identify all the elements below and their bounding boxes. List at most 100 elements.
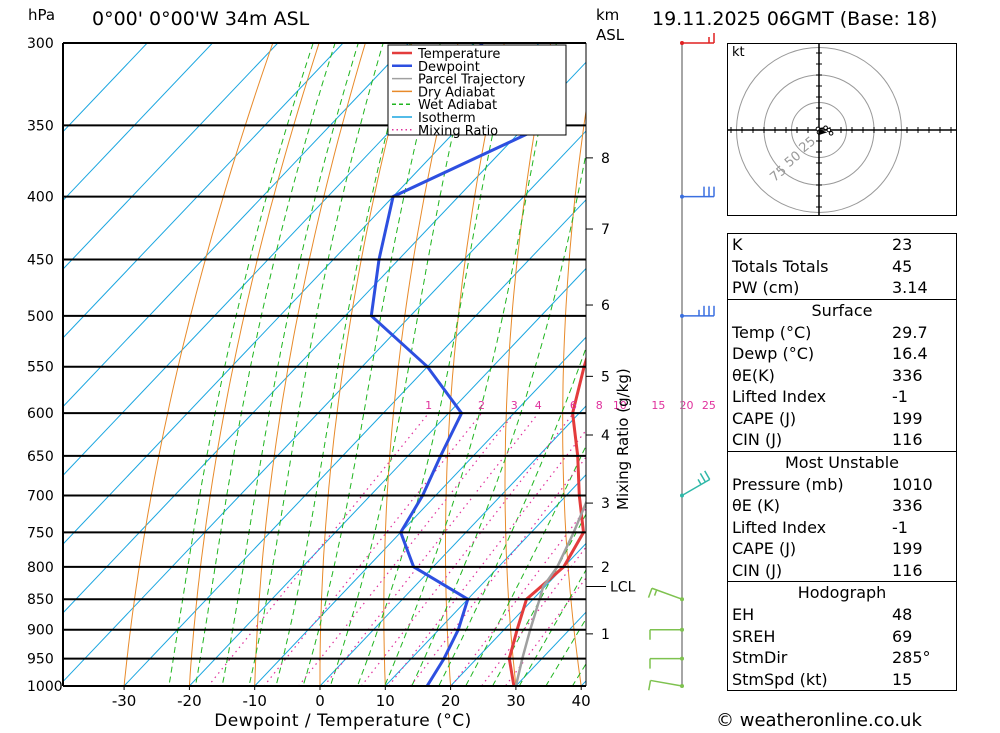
legend-label: Temperature <box>417 47 500 62</box>
hodograph-ring-label: 25 <box>797 134 819 156</box>
isotherm-line <box>63 43 344 339</box>
mixing-ratio-label: 20 <box>680 399 694 412</box>
height-tick-label: 1 <box>601 627 610 643</box>
legend-label: Parcel Trajectory <box>418 73 526 88</box>
wet-adiabat-line <box>248 43 384 686</box>
plot-area <box>63 6 1000 712</box>
index-row: Totals Totals 45 <box>732 256 913 276</box>
hodograph-point <box>823 125 828 131</box>
wind-barb-flag <box>648 680 652 691</box>
wet-adiabat-line <box>329 43 475 686</box>
mixing-ratio-label: 3 <box>511 399 518 412</box>
dry-adiabat-line <box>967 6 1000 712</box>
series-dewpoint <box>369 43 549 686</box>
index-row: CIN (J) 116 <box>732 430 923 449</box>
x-tick-label: -20 <box>177 692 202 710</box>
series-parcel-trajectory <box>514 499 586 686</box>
hodograph-unit: kt <box>732 45 745 60</box>
x-tick-label: 10 <box>376 692 395 710</box>
location-title: 0°00' 0°00'W 34m ASL <box>92 8 310 30</box>
height-unit: km <box>596 6 620 24</box>
x-tick-label: 40 <box>572 692 591 710</box>
mixing-ratio-line <box>450 507 586 686</box>
isotherm-line <box>63 130 586 683</box>
storm-motion-marker <box>818 129 828 136</box>
x-axis-label: Dewpoint / Temperature (°C) <box>214 711 472 731</box>
mixing-ratio-line <box>360 412 574 686</box>
index-row: θE (K) 336 <box>732 496 923 515</box>
pressure-tick-label: 950 <box>27 652 54 668</box>
legend-box <box>387 44 567 136</box>
wet-adiabat-line <box>384 43 557 686</box>
index-row: CAPE (J) 199 <box>732 408 923 428</box>
dry-adiabat-line <box>504 43 552 686</box>
x-tick-label: -30 <box>112 692 137 710</box>
index-row: θE(K) 336 <box>732 365 923 385</box>
legend-label: Dewpoint <box>418 60 480 75</box>
wind-barb-flag <box>697 478 702 485</box>
isotherm-line <box>63 43 148 133</box>
index-row: PW (cm) 3.14 <box>732 278 928 297</box>
x-tick-label: 0 <box>315 692 325 710</box>
hodograph-ring-label: 75 <box>767 163 789 185</box>
index-row: Temp (°C) 29.7 <box>732 322 928 342</box>
x-tick-label: -10 <box>242 692 267 710</box>
legend-label: Wet Adiabat <box>418 98 497 113</box>
wet-adiabat-line <box>302 43 441 686</box>
x-tick-label: 30 <box>506 692 525 710</box>
dry-adiabat-line <box>188 43 320 686</box>
pressure-tick-label: 350 <box>27 118 54 134</box>
index-row: CAPE (J) 199 <box>732 539 923 558</box>
index-row: SREH 69 <box>732 626 913 646</box>
dry-adiabat-line <box>619 6 652 712</box>
wet-adiabat-line <box>465 444 586 686</box>
general-indices: K 23 Totals Totals 45 PW (cm) 3.14 <box>728 234 956 299</box>
legend-label: Mixing Ratio <box>418 124 498 139</box>
dry-adiabat-line <box>445 43 505 686</box>
index-row: Lifted Index -1 <box>732 387 908 406</box>
legend-label: Isotherm <box>418 111 476 126</box>
hodograph-point <box>826 127 832 133</box>
wind-barb-flag <box>653 589 658 596</box>
isotherm-line <box>188 267 586 686</box>
mixing-ratio-line <box>388 429 586 686</box>
wind-barb-shaft <box>650 679 683 687</box>
pressure-unit: hPa <box>28 6 56 24</box>
mixing-ratio-line <box>409 456 586 686</box>
section-title: Hodograph <box>797 583 887 602</box>
wet-adiabat-line <box>545 617 586 686</box>
height-tick-label: 8 <box>601 151 610 167</box>
index-row: StmDir 285° <box>732 648 931 667</box>
pressure-tick-label: 850 <box>27 592 54 608</box>
wind-barb-flag <box>704 470 711 480</box>
isotherm-line <box>319 405 586 686</box>
pressure-tick-label: 800 <box>27 560 54 576</box>
pressure-tick-label: 550 <box>27 360 54 376</box>
pressure-tick-label: 400 <box>27 190 54 206</box>
dry-adiabat-line <box>123 43 274 686</box>
pressure-tick-label: 750 <box>27 525 54 541</box>
mixing-ratio-label: 25 <box>702 399 716 412</box>
dry-adiabat-line <box>562 107 586 686</box>
mixing-ratio-label: 10 <box>613 399 627 412</box>
run-title: 19.11.2025 06GMT (Base: 18) <box>652 8 938 30</box>
x-tick-label: 20 <box>441 692 460 710</box>
wet-adiabat-line <box>168 43 314 686</box>
hodograph-point <box>828 131 834 136</box>
credit-link[interactable]: © weatheronline.co.uk <box>716 710 922 731</box>
isotherm-line <box>123 199 586 686</box>
mixing-ratio-line <box>207 412 430 686</box>
index-row: StmSpd (kt) 15 <box>732 669 913 689</box>
isotherm-line <box>63 43 214 202</box>
isotherm-line <box>254 336 586 686</box>
isotherm-line <box>449 542 586 686</box>
section-title: Most Unstable <box>785 452 899 472</box>
dry-adiabat-line <box>254 43 366 686</box>
pressure-tick-label: 300 <box>27 36 54 52</box>
section-title: Surface <box>811 300 873 320</box>
isotherm-line <box>63 43 410 408</box>
hodograph: kt 25 50 75 <box>727 41 963 274</box>
height-tick-label: 4 <box>601 428 610 444</box>
